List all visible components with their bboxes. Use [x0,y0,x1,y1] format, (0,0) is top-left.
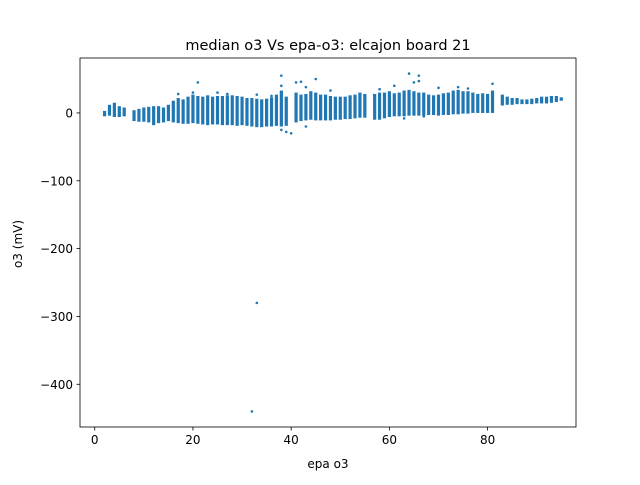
data-point-25 [422,115,426,118]
data-point-24 [402,117,406,120]
data-point-19 [466,87,470,90]
data-point-3 [255,301,259,305]
data-point-8 [289,131,293,135]
data-point-20 [392,84,396,88]
data-point-12 [314,77,318,81]
y-axis-label: o3 (mV) [11,220,25,268]
data-point-2 [240,115,244,119]
x-tick-label: 80 [480,433,495,447]
data-point-14 [407,72,411,75]
data-point-0 [172,115,175,118]
data-point-23 [304,125,308,128]
data-point-9 [280,128,283,132]
data-point-17 [417,79,421,83]
data-point-18 [491,82,494,86]
x-axis-label: epa o3 [307,457,348,471]
data-points [102,72,563,413]
data-point-11 [299,80,303,84]
x-tick-label: 60 [382,433,397,447]
data-point-33 [437,86,440,90]
y-tick-label: 0 [65,106,73,120]
data-point-10 [294,81,298,84]
data-point-7 [284,130,288,134]
axes: 0 20 40 60 80 0 −100 −200 −300 −400 [40,57,577,447]
y-tick-label: −200 [40,242,73,256]
x-tick-label: 0 [91,433,99,447]
data-point-22 [191,91,195,94]
data-point-16 [412,81,416,84]
data-point-32 [226,92,229,96]
data-point-29 [270,94,273,98]
data-point-21 [378,87,381,91]
x-tick-label: 40 [284,433,299,447]
data-point-5 [280,74,283,77]
axes-frame [79,57,577,428]
data-point-1 [196,81,200,84]
data-point-6 [280,84,283,88]
data-point-15 [417,74,421,77]
y-tick-label: −100 [40,174,73,188]
x-tick-label: 20 [185,433,200,447]
data-point-27 [176,92,180,96]
chart-title: median o3 Vs epa-o3: elcajon board 21 [185,38,470,54]
data-point-4 [250,410,254,413]
data-point-30 [329,89,332,92]
data-point-31 [255,93,259,96]
data-point-28 [216,91,219,94]
y-tick-label: −300 [40,310,73,324]
data-point-26 [348,112,352,116]
data-point-34 [456,85,460,89]
data-point-13 [304,85,308,89]
y-tick-label: −400 [40,378,73,392]
